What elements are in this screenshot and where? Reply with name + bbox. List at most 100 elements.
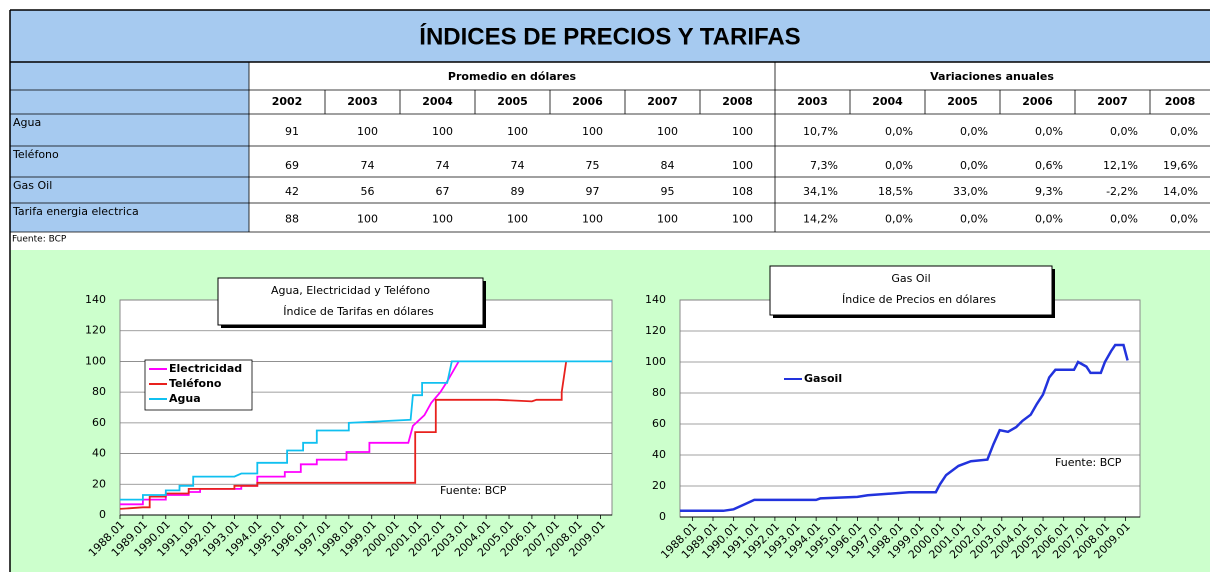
cell: 74 [436, 159, 450, 172]
column-header: 2006 [1022, 95, 1053, 108]
cell: 100 [582, 213, 603, 226]
y-tick-label: 80 [652, 386, 666, 399]
cell: 0,0% [1110, 213, 1138, 226]
cell: 34,1% [803, 185, 838, 198]
y-tick-label: 80 [92, 385, 106, 398]
cell: 0,6% [1035, 159, 1063, 172]
cell: -2,2% [1106, 185, 1138, 198]
column-header: 2004 [872, 95, 903, 108]
row-label: Tarifa energia electrica [12, 205, 139, 218]
cell: 14,2% [803, 213, 838, 226]
y-tick-label: 0 [99, 508, 106, 521]
cell: 69 [285, 159, 299, 172]
chart-title-box [217, 277, 484, 326]
column-header: 2005 [947, 95, 978, 108]
cell: 56 [361, 185, 375, 198]
cell: 100 [657, 213, 678, 226]
cell: 89 [511, 185, 525, 198]
cell: 84 [661, 159, 675, 172]
column-header: 2005 [497, 95, 528, 108]
cell: 14,0% [1163, 185, 1198, 198]
cell: 0,0% [885, 159, 913, 172]
y-tick-label: 60 [92, 416, 106, 429]
cell: 74 [511, 159, 525, 172]
legend-label: Teléfono [169, 377, 222, 390]
y-tick-label: 40 [652, 448, 666, 461]
cell: 100 [582, 125, 603, 138]
cell: 100 [507, 125, 528, 138]
cell: 100 [357, 125, 378, 138]
y-tick-label: 140 [645, 293, 666, 306]
annotation: Fuente: BCP [1055, 456, 1122, 469]
y-tick-label: 120 [645, 324, 666, 337]
row-label: Teléfono [12, 148, 59, 161]
legend-label: Agua [169, 392, 201, 405]
title-band [10, 10, 1210, 62]
cell: 88 [285, 213, 299, 226]
y-tick-label: 20 [652, 479, 666, 492]
y-tick-label: 100 [85, 354, 106, 367]
y-tick-label: 0 [659, 510, 666, 523]
column-header: 2004 [422, 95, 453, 108]
cell: 100 [432, 125, 453, 138]
source: Fuente: BCP [12, 235, 67, 245]
cell: 100 [732, 213, 753, 226]
cell: 100 [357, 213, 378, 226]
cell: 95 [661, 185, 675, 198]
cell: 0,0% [1035, 213, 1063, 226]
cell: 100 [657, 125, 678, 138]
cell: 42 [285, 185, 299, 198]
cell: 0,0% [960, 159, 988, 172]
cell: 100 [507, 213, 528, 226]
row-label: Gas Oil [13, 179, 52, 192]
row-label: Agua [13, 116, 41, 129]
cell: 0,0% [1110, 125, 1138, 138]
cell: 100 [732, 159, 753, 172]
y-tick-label: 120 [85, 324, 106, 337]
cell: 75 [586, 159, 600, 172]
column-header: 2008 [722, 95, 753, 108]
column-header: 2003 [797, 95, 828, 108]
page-title: ÍNDICES DE PRECIOS Y TARIFAS [419, 22, 800, 50]
chart-title: Índice de Precios en dólares [842, 293, 996, 306]
chart-title: Índice de Tarifas en dólares [283, 305, 434, 318]
cell: 97 [586, 185, 600, 198]
annotation: Fuente: BCP [440, 484, 507, 497]
cell: 91 [285, 125, 299, 138]
cell: 108 [732, 185, 753, 198]
data-line [119, 361, 568, 510]
chart-title: Gas Oil [891, 272, 930, 285]
data-line [120, 360, 460, 506]
data-line [120, 360, 612, 501]
y-tick-label: 60 [652, 417, 666, 430]
chart-title: Agua, Electricidad y Teléfono [271, 284, 430, 297]
column-header: 2007 [647, 95, 678, 108]
plot-area [679, 299, 1141, 518]
y-tick-label: 40 [92, 447, 106, 460]
cell: 100 [432, 213, 453, 226]
data-line [680, 343, 1129, 513]
cell: 18,5% [878, 185, 913, 198]
cell: 0,0% [1170, 213, 1198, 226]
cell: 0,0% [885, 213, 913, 226]
y-tick-label: 140 [85, 293, 106, 306]
cell: 67 [436, 185, 450, 198]
cell: 9,3% [1035, 185, 1063, 198]
cell: 33,0% [953, 185, 988, 198]
cell: 74 [361, 159, 375, 172]
column-header: 2006 [572, 95, 603, 108]
cell: 0,0% [960, 125, 988, 138]
column-header: 2008 [1165, 95, 1196, 108]
cell: 19,6% [1163, 159, 1198, 172]
legend-label: Electricidad [169, 362, 242, 375]
cell: 12,1% [1103, 159, 1138, 172]
cell: 0,0% [960, 213, 988, 226]
legend-label: Gasoil [804, 372, 842, 385]
y-tick-label: 100 [645, 355, 666, 368]
column-header: 2007 [1097, 95, 1128, 108]
cell: 10,7% [803, 125, 838, 138]
y-tick-label: 20 [92, 477, 106, 490]
cell: 7,3% [810, 159, 838, 172]
cell: 0,0% [1170, 125, 1198, 138]
